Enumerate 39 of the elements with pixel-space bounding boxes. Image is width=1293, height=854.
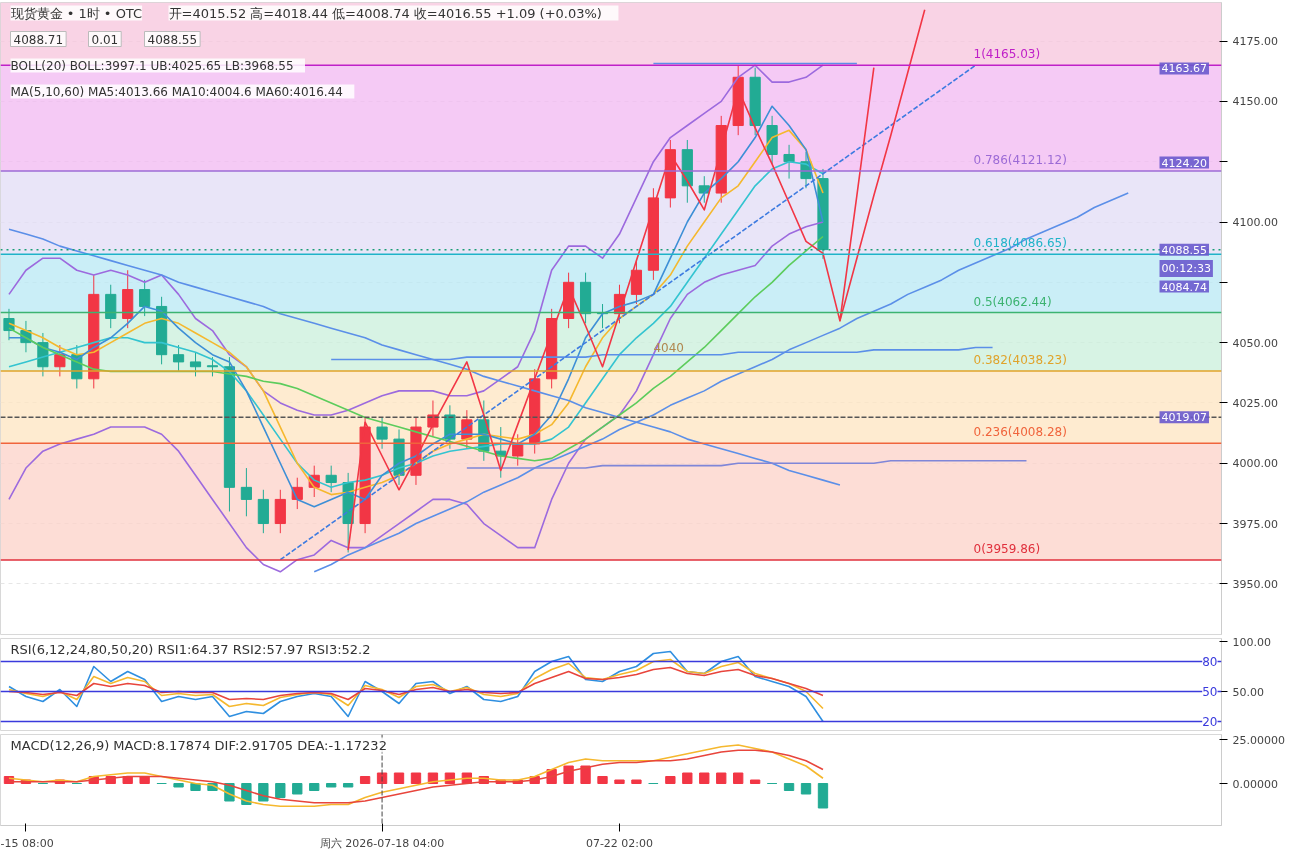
y-tick-label: 4150.00 [1232,95,1278,109]
ref-line-label: 1(4165.03) [973,47,1041,62]
ref-line-label: 0.786(4121.12) [973,153,1067,168]
x-tick-label: 周六 2026-07-18 04:00 [319,836,445,850]
x-tick-label: 07-22 02:00 [585,836,654,850]
annotation: 4019.07 [1161,411,1207,425]
y-tick-label: 50.00 [1232,685,1264,699]
ref-line-label: 0.236(4008.28) [973,425,1067,440]
y-tick-label: 0.00000 [1232,777,1278,791]
ref-line-label: 0(3959.86) [973,542,1041,557]
y-tick-label: 100.00 [1232,635,1271,649]
y-tick-label: 4025.00 [1232,396,1278,410]
annotation: 现货黄金 • 1时 • OTC [10,5,143,21]
annotation: 4163.67 [1161,62,1207,76]
y-tick-label: 3975.00 [1232,517,1278,531]
annotation: 4088.71 [13,32,64,47]
annotation: RSI(6,12,24,80,50,20) RSI1:64.37 RSI2:57.97 RSI3:52.2 [10,641,371,657]
annotation: 4084.74 [1161,280,1207,294]
y-tick-label: 4175.00 [1232,35,1278,49]
y-tick-label: 4000.00 [1232,457,1278,471]
ref-line-label: 80 [1202,655,1218,669]
annotation: 4124.20 [1161,156,1207,170]
y-tick-label: 4100.00 [1232,216,1278,230]
annotation: 4088.55 [1161,243,1207,257]
y-tick-label: 25.00000 [1232,733,1285,747]
annotation: MACD(12,26,9) MACD:8.17874 DIF:2.91705 DEA:-1.17232 [10,737,387,753]
annotation: MA(5,10,60) MA5:4013.66 MA10:4004.6 MA60:4016.44 [10,84,343,99]
annotation: 0.01 [91,32,119,47]
y-tick-label: 4050.00 [1232,336,1278,350]
ref-line-label: 50 [1202,685,1218,699]
ref-line-label: 0.382(4038.23) [973,353,1067,368]
annotation: 00:12:33 [1161,262,1211,275]
annotation: 4088.55 [147,32,198,47]
annotation: 开=4015.52 高=4018.44 低=4008.74 收=4016.55 +1.09 (+0.03%) [168,5,602,21]
ref-line-label: 0.5(4062.44) [973,294,1052,309]
x-tick-label: -15 08:00 [0,836,54,850]
annotation: BOLL(20) BOLL:3997.1 UB:4025.65 LB:3968.55 [10,58,294,73]
ref-line-label: 20 [1202,715,1218,729]
y-tick-label: 3950.00 [1232,577,1278,591]
